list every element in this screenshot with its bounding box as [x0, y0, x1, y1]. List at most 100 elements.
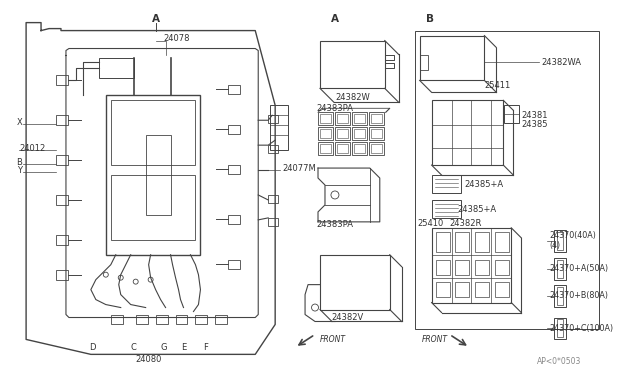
Text: 24080: 24080 [136, 355, 162, 364]
Bar [456, 260, 469, 275]
Bar [557, 260, 563, 278]
Bar [337, 129, 348, 138]
Bar [431, 175, 461, 193]
Text: 24381: 24381 [521, 111, 548, 120]
Bar [456, 282, 469, 296]
Text: 24382WA: 24382WA [541, 58, 581, 67]
Bar [369, 142, 384, 155]
Bar [106, 95, 200, 255]
Bar [335, 127, 350, 140]
Bar [268, 145, 278, 153]
Bar [554, 318, 566, 339]
Text: X: X [16, 118, 22, 127]
Bar [146, 135, 171, 215]
Bar [352, 112, 367, 125]
Bar [554, 258, 566, 280]
Bar [56, 115, 68, 125]
Text: 25410: 25410 [418, 219, 444, 228]
Bar [318, 112, 333, 125]
Bar [476, 232, 490, 252]
Bar [270, 105, 288, 150]
Bar [354, 129, 365, 138]
Text: AP<0*0503: AP<0*0503 [537, 357, 581, 366]
Bar [228, 165, 240, 174]
Text: B: B [426, 14, 433, 24]
Bar [228, 125, 240, 134]
Bar [156, 314, 168, 324]
Bar [354, 114, 365, 123]
Bar [320, 144, 331, 153]
Bar [352, 142, 367, 155]
Bar [136, 314, 148, 324]
Text: D: D [90, 343, 96, 352]
Bar [436, 232, 449, 252]
Bar [431, 228, 511, 302]
Bar [557, 286, 563, 305]
Bar [495, 232, 509, 252]
Bar [111, 100, 195, 165]
Text: 24077M: 24077M [282, 164, 316, 173]
Text: E: E [181, 343, 186, 352]
Bar [436, 260, 449, 275]
Text: 24383PA: 24383PA [316, 220, 353, 230]
Bar [335, 142, 350, 155]
Bar [175, 314, 188, 324]
Text: 24383PA: 24383PA [316, 104, 353, 113]
Bar [268, 218, 278, 226]
Text: 24370+B(80A): 24370+B(80A) [549, 291, 608, 300]
Bar [476, 260, 490, 275]
Bar [420, 36, 484, 80]
Text: 24385+A: 24385+A [465, 180, 504, 189]
Bar [56, 76, 68, 86]
Bar [216, 314, 227, 324]
Bar [352, 127, 367, 140]
Bar [56, 270, 68, 280]
Bar [56, 235, 68, 245]
Text: 24370+A(50A): 24370+A(50A) [549, 264, 608, 273]
Bar [337, 144, 348, 153]
Bar [56, 195, 68, 205]
Bar [415, 31, 599, 330]
Bar [195, 314, 207, 324]
Bar [554, 230, 566, 252]
Text: 24012: 24012 [19, 144, 45, 153]
Bar [354, 144, 365, 153]
Bar [456, 232, 469, 252]
Bar [111, 175, 195, 240]
Bar [557, 232, 563, 250]
Text: 24370+C(100A): 24370+C(100A) [549, 324, 613, 333]
Bar [228, 215, 240, 224]
Text: A: A [152, 14, 159, 24]
Bar [495, 260, 509, 275]
Bar [318, 127, 333, 140]
Text: 24382V: 24382V [332, 313, 364, 322]
Bar [337, 114, 348, 123]
Bar [436, 282, 449, 296]
Bar [268, 115, 278, 123]
Text: FRONT: FRONT [422, 335, 447, 344]
Text: 24382W: 24382W [335, 93, 371, 102]
Text: G: G [161, 343, 167, 352]
Text: F: F [203, 343, 208, 352]
Bar [420, 55, 428, 70]
Bar [335, 112, 350, 125]
Bar [554, 285, 566, 307]
Bar [99, 58, 134, 78]
Text: Y: Y [17, 166, 22, 174]
Bar [369, 112, 384, 125]
Bar [228, 86, 240, 94]
Bar [56, 155, 68, 165]
Text: 24382R: 24382R [449, 219, 482, 228]
Text: 24078: 24078 [164, 34, 190, 43]
Bar [369, 127, 384, 140]
Bar [111, 314, 123, 324]
Bar [557, 320, 563, 337]
Bar [320, 114, 331, 123]
Bar [268, 195, 278, 203]
Bar [431, 100, 503, 165]
Bar [476, 282, 490, 296]
Text: 24385+A: 24385+A [458, 205, 497, 214]
Text: B: B [16, 158, 22, 167]
Text: A: A [331, 14, 339, 24]
Bar [320, 255, 390, 310]
